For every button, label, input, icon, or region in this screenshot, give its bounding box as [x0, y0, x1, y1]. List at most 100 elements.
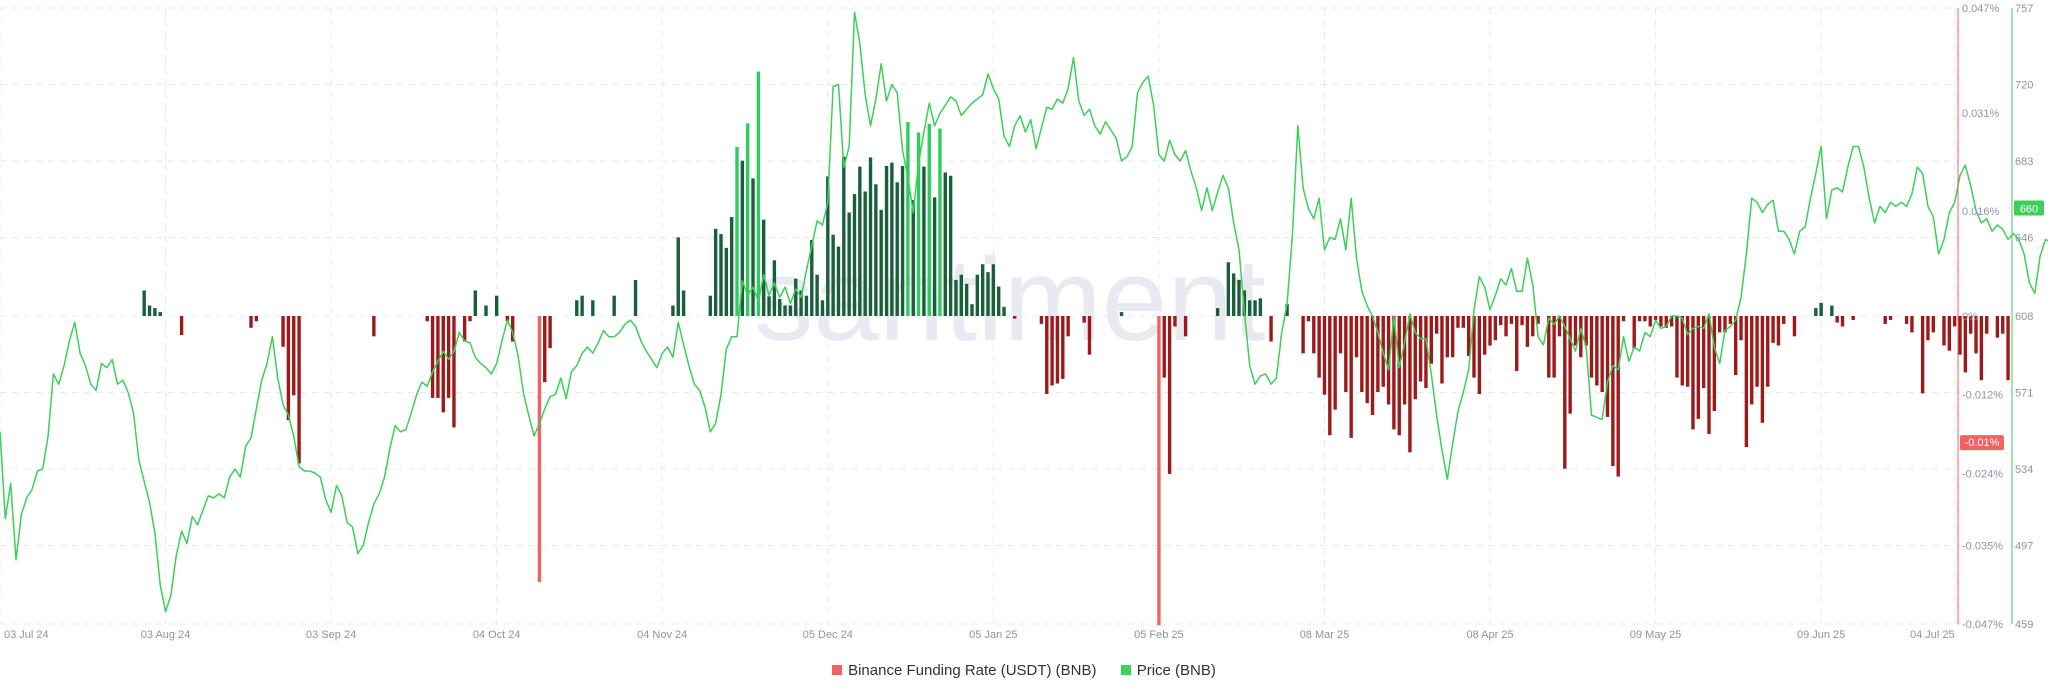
funding-bar: [1167, 316, 1172, 474]
funding-bar: [1664, 316, 1668, 328]
funding-bar: [826, 176, 830, 316]
funding-bar: [1258, 298, 1263, 316]
funding-bar: [1835, 316, 1839, 323]
axes: 0.047% 0.031% 0.016% 0% -0.012% -0.024% -0.035…: [4, 3, 2044, 641]
funding-bar: [1744, 316, 1749, 448]
funding-bar: [852, 194, 857, 316]
funding-bar: [1552, 316, 1556, 378]
funding-bar: [1119, 312, 1124, 316]
funding-bar: [820, 300, 825, 316]
funding-bar: [975, 274, 980, 316]
funding-bar: [1643, 316, 1647, 322]
funding-bar: [575, 300, 579, 316]
funding-bar: [954, 279, 958, 316]
funding-bar: [1600, 316, 1604, 393]
funding-axis-tick: -0.047%: [1962, 619, 2003, 631]
funding-bar: [1402, 316, 1407, 405]
funding-bar: [1322, 316, 1327, 395]
funding-bar: [729, 217, 734, 316]
funding-bar: [286, 316, 291, 421]
funding-bar: [281, 316, 285, 347]
funding-bar: [890, 162, 894, 316]
funding-bar: [783, 305, 787, 316]
funding-bar: [1985, 316, 1989, 334]
funding-bar: [1226, 262, 1231, 316]
funding-bar: [1621, 316, 1626, 322]
funding-bar: [1733, 316, 1738, 375]
funding-bar: [254, 316, 259, 322]
funding-bar: [1045, 316, 1049, 394]
x-axis-tick: 04 Oct 24: [473, 629, 521, 641]
x-axis-tick: 09 Jun 25: [1797, 629, 1845, 641]
funding-bar: [1499, 316, 1503, 326]
funding-bar: [1456, 316, 1460, 328]
funding-bar: [1814, 308, 1818, 316]
funding-bar: [879, 209, 883, 316]
funding-bar: [1701, 316, 1706, 389]
funding-bar: [1819, 302, 1823, 316]
funding-bar: [1482, 316, 1487, 355]
funding-bar: [831, 234, 835, 316]
funding-bar: [1691, 316, 1695, 430]
funding-bar: [1317, 316, 1321, 378]
funding-bar: [708, 295, 712, 316]
funding-bar: [1739, 316, 1743, 341]
price-axis-tick: 757: [2015, 3, 2033, 15]
funding-bar: [1750, 316, 1754, 405]
funding-bar: [1360, 316, 1364, 393]
funding-bar: [959, 274, 964, 316]
funding-bar: [1445, 316, 1450, 358]
funding-bar: [1237, 279, 1241, 316]
funding-bar: [1712, 316, 1717, 412]
price-axis-tick: 534: [2015, 464, 2033, 476]
funding-bar: [297, 316, 301, 464]
funding-bar: [671, 305, 675, 316]
funding-bar: [1728, 316, 1733, 324]
x-axis-tick: 05 Dec 24: [803, 629, 853, 641]
funding-current-badge: [1960, 435, 2004, 451]
funding-bar: [1760, 316, 1765, 423]
funding-bar: [906, 122, 910, 316]
funding-bar: [537, 316, 542, 583]
funding-bar: [1424, 316, 1428, 389]
funding-bar: [1637, 316, 1642, 322]
funding-bar: [895, 182, 899, 316]
funding-bar: [1440, 316, 1444, 384]
x-axis-tick: 03 Aug 24: [141, 629, 191, 641]
funding-bar: [446, 316, 451, 398]
funding-bar: [1904, 316, 1909, 324]
funding-bar: [751, 178, 755, 316]
funding-bar: [1066, 316, 1070, 337]
funding-bar: [1942, 316, 1946, 346]
funding-bar: [1087, 316, 1092, 355]
funding-bar: [1253, 300, 1257, 316]
funding-bar: [1979, 316, 1984, 381]
funding-bar: [1461, 316, 1466, 328]
funding-bar: [1344, 316, 1348, 393]
funding-bar: [494, 295, 499, 316]
funding-bar: [1013, 316, 1017, 319]
legend-item-funding[interactable]: Binance Funding Rate (USDT) (BNB): [832, 662, 1097, 679]
price-line-group: [0, 11, 2048, 613]
funding-bar: [1696, 316, 1701, 419]
funding-axis-tick: -0.012%: [1962, 390, 2003, 402]
funding-bar: [1589, 316, 1594, 378]
funding-bar: [1365, 316, 1369, 404]
funding-bar: [986, 272, 990, 316]
funding-bar: [1520, 316, 1524, 326]
funding-bar: [1782, 316, 1786, 324]
legend-item-price[interactable]: Price (BNB): [1120, 662, 1216, 679]
funding-bar: [430, 316, 435, 398]
funding-bar: [436, 316, 440, 398]
funding-bar: [1466, 316, 1471, 356]
funding-bar: [1883, 316, 1887, 324]
funding-bar: [804, 295, 809, 316]
funding-bar: [1968, 316, 1973, 334]
funding-bar: [612, 295, 616, 316]
funding-bar: [510, 316, 515, 342]
x-axis-tick: 03 Jul 24: [4, 629, 49, 641]
funding-bar: [970, 304, 974, 316]
funding-bar: [1717, 316, 1722, 333]
funding-bar: [911, 200, 915, 316]
